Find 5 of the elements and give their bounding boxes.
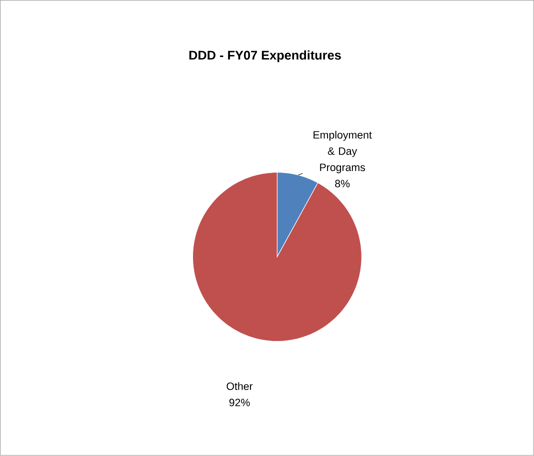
data-label: 92% [229,398,250,406]
slice-label: Other [226,382,253,390]
chart-title: DDD - FY07 Expenditures [189,50,341,62]
slice-label: Employment & Day Programs [314,131,372,174]
data-label: 8% [335,180,350,188]
